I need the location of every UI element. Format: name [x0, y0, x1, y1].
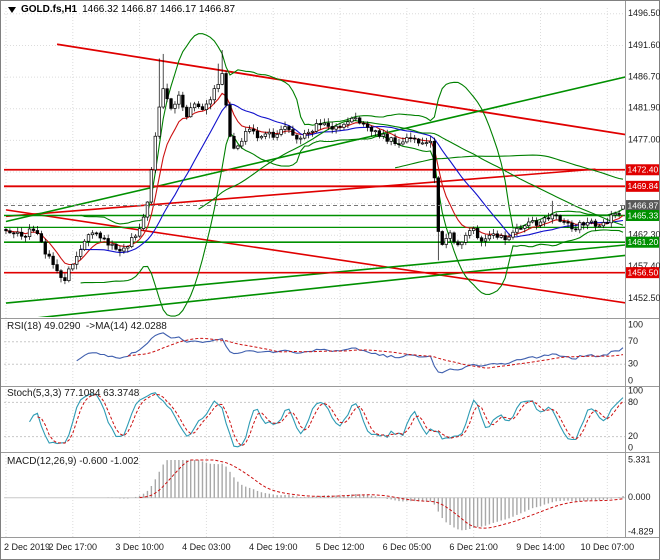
price-badge — [626, 236, 659, 248]
time-axis-label: 4 Dec 19:00 — [249, 542, 298, 552]
price-tick-label: 1481.90 — [628, 103, 660, 113]
price-tick-label: 1452.50 — [628, 293, 660, 303]
price-badge-label: 1456.50 — [628, 267, 659, 277]
sma20-line — [80, 103, 624, 254]
price-tick-label: 1457.40 — [628, 261, 660, 271]
stoch-panel[interactable] — [4, 392, 625, 448]
main-chart-layer — [4, 33, 627, 321]
stoch-scale-label: 80 — [628, 397, 638, 407]
price-badge-label: 1472.40 — [628, 165, 659, 175]
price-badge — [626, 180, 659, 192]
macd-histogram — [107, 460, 624, 531]
macd-scale-label: 0.000 — [628, 492, 651, 502]
time-axis-label: 10 Dec 07:00 — [581, 542, 635, 552]
rsi-indicator-label: RSI(18) 49.0290 ->MA(14) 42.0288 — [7, 321, 167, 332]
rsi-scale-label: 70 — [628, 336, 638, 346]
price-tick-label: 1462.30 — [628, 229, 660, 239]
rsi-scale-label: 0 — [628, 375, 633, 385]
time-axis-label: 4 Dec 03:00 — [182, 542, 231, 552]
time-axis-label: 2 Dec 17:00 — [49, 542, 98, 552]
stoch-indicator-label: Stoch(5,3,3) 77.1084 63.3748 — [7, 388, 140, 399]
stoch-scale-label: 100 — [628, 385, 643, 395]
price-badge-label: 1461.20 — [628, 237, 659, 247]
price-badge-label: 1466.87 — [628, 200, 659, 210]
time-axis-label: 6 Dec 21:00 — [449, 542, 498, 552]
time-axis-label: 6 Dec 05:00 — [383, 542, 432, 552]
price-badge-label: 1465.33 — [628, 210, 659, 220]
time-axis-label: 9 Dec 14:00 — [516, 542, 565, 552]
price-badge — [626, 200, 659, 212]
candles-layer — [4, 50, 625, 285]
price-axis-labels: 1496.50 1491.60 1486.70 1481.90 1477.00 1462.… — [628, 8, 660, 536]
price-badge — [626, 164, 659, 176]
trendline-5[interactable] — [6, 254, 627, 321]
time-axis-labels: 2 Dec 20192 Dec 17:00 3 Dec 10:00 4 Dec 03… — [4, 542, 634, 552]
trendline-3[interactable] — [5, 76, 627, 223]
symbol-dropdown-icon[interactable] — [8, 6, 16, 13]
rsi-panel[interactable] — [4, 332, 625, 374]
trendline-0[interactable] — [56, 43, 627, 136]
symbol-timeframe-label: GOLD.fs,H1 — [21, 4, 78, 15]
price-axis[interactable] — [626, 0, 660, 537]
chart-header: GOLD.fs,H1 1466.32 1466.87 1466.17 1466.… — [8, 4, 235, 15]
price-badge-label: 1469.84 — [628, 181, 659, 191]
bollinger-lower-line — [80, 132, 624, 317]
macd-indicator-label: MACD(12,26,9) -0.600 -1.002 — [7, 456, 139, 467]
stoch-d-line — [37, 393, 624, 447]
price-tick-label: 1491.60 — [628, 40, 660, 50]
trendline-1[interactable] — [5, 168, 596, 218]
price-tick-label: 1486.70 — [628, 72, 660, 82]
macd-scale-label: 5.331 — [628, 454, 651, 464]
rsi-scale-label: 30 — [628, 359, 638, 369]
trendline-2[interactable] — [5, 209, 627, 304]
price-tick-label: 1496.50 — [628, 8, 660, 18]
time-axis-label: 3 Dec 10:00 — [115, 542, 164, 552]
sma50-line — [198, 119, 624, 226]
time-axis[interactable] — [0, 538, 660, 560]
price-tick-label: 1477.00 — [628, 134, 660, 144]
time-axis-label: 5 Dec 12:00 — [316, 542, 365, 552]
rsi-ma-line — [127, 337, 624, 369]
time-axis-label: 2 Dec 2019 — [4, 542, 50, 552]
macd-scale-label: -4.829 — [628, 526, 654, 536]
price-badge — [626, 210, 659, 222]
stoch-scale-label: 20 — [628, 431, 638, 441]
macd-signal-line — [139, 459, 624, 529]
rsi-scale-label: 100 — [628, 319, 643, 329]
stoch-k-line — [29, 392, 624, 448]
ohlc-values: 1466.32 1466.87 1466.17 1466.87 — [82, 4, 236, 15]
price-badges: 1472.40 1469.84 1466.871465.33 1461.20 1456.… — [626, 164, 659, 279]
macd-panel[interactable] — [4, 459, 625, 531]
rsi-line — [76, 332, 624, 374]
stoch-scale-label: 0 — [628, 442, 633, 452]
price-badge — [626, 267, 659, 279]
trendline-4[interactable] — [5, 244, 627, 304]
